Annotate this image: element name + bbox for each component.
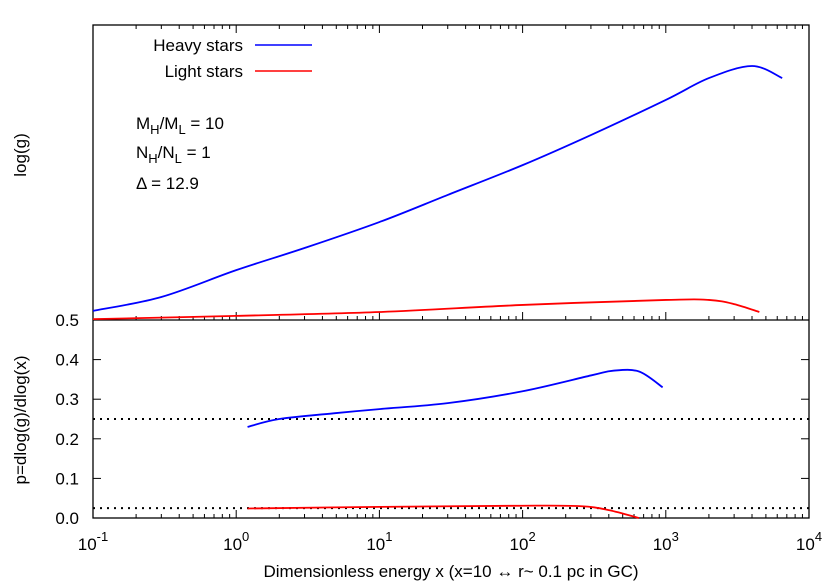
mass-ratio-annotation: MH/ML = 10: [136, 114, 224, 137]
x-tick-label: 10-1: [78, 529, 108, 554]
y-tick-label: 0.1: [55, 469, 79, 488]
bottom-heavy-stars-line: [247, 368, 664, 428]
x-axis-label: Dimensionless energy x (x=10 ↔ r~ 0.1 pc…: [263, 562, 638, 581]
y-tick-label: 0.3: [55, 390, 79, 409]
x-tick-label: 101: [366, 529, 392, 554]
x-tick-label: 100: [223, 529, 249, 554]
top-y-axis-label: log(g): [11, 133, 30, 176]
axis-ticks: [92, 25, 809, 519]
x-tick-label: 102: [510, 529, 536, 554]
tick-labels: 0.0 0.1 0.2 0.3 0.4 0.5 10-1 100 101 102 103 104: [55, 311, 822, 554]
legend-label-light: Light stars: [165, 62, 243, 81]
top-heavy-stars-line: [92, 65, 783, 312]
top-light-stars-line: [92, 298, 760, 321]
x-tick-label: 103: [653, 529, 679, 554]
legend-label-heavy: Heavy stars: [153, 36, 243, 55]
y-tick-label: 0.4: [55, 351, 79, 370]
legend: Heavy stars Light stars: [153, 36, 312, 81]
bottom-light-stars-line: [247, 504, 640, 519]
x-tick-label: 104: [796, 529, 822, 554]
bottom-y-axis-label: p=dlog(g)/dlog(x): [11, 356, 30, 485]
series-curves: [92, 65, 783, 519]
y-tick-label: 0.2: [55, 430, 79, 449]
number-ratio-annotation: NH/NL = 1: [136, 143, 211, 166]
annotations: MH/ML = 10 NH/NL = 1 Δ = 12.9: [136, 114, 224, 193]
delta-annotation: Δ = 12.9: [136, 174, 199, 193]
y-tick-label: 0.0: [55, 509, 79, 528]
reference-lines: [93, 418, 809, 510]
plot-frame: [92, 24, 810, 519]
plot-border: [92, 24, 810, 519]
y-tick-label: 0.5: [55, 311, 79, 330]
